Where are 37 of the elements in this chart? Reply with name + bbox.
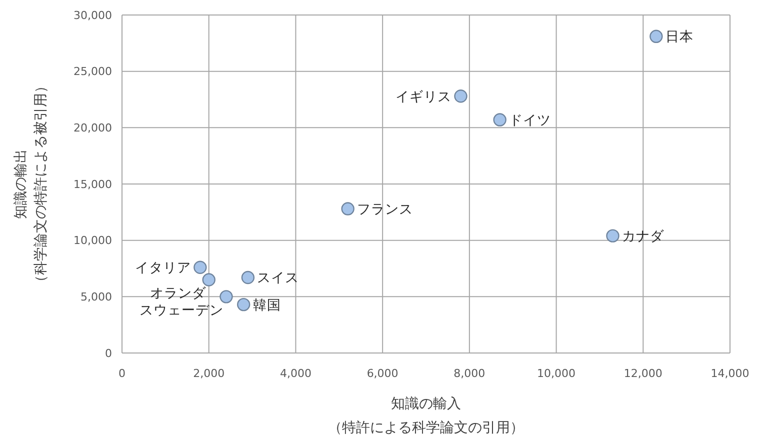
y-tick-label: 30,000 — [74, 8, 112, 22]
y-tick-label: 5,000 — [80, 290, 112, 304]
x-tick-label: 0 — [118, 367, 126, 380]
annotation: オランダ — [150, 286, 207, 302]
point — [606, 229, 620, 242]
x-tick-label: 8,000 — [454, 367, 486, 380]
point — [194, 260, 207, 274]
x-tick-label: 4,000 — [280, 367, 312, 380]
point — [493, 113, 506, 126]
x-tick-label: 14,000 — [710, 367, 750, 380]
x-tick-label: 6,000 — [366, 367, 398, 380]
annotation: イギリス — [396, 88, 452, 105]
annotation: カナダ — [622, 228, 665, 245]
annotation: ドイツ — [509, 112, 552, 129]
point — [220, 290, 233, 304]
y-tick-label: 25,000 — [74, 65, 112, 78]
annotation: スウェーデン — [140, 302, 224, 319]
y-tick-label: 10,000 — [74, 234, 112, 248]
y-axis-title: 知識の輸出（科学論文の特許による被引用） — [12, 79, 49, 289]
y-tick-label: 0 — [105, 346, 112, 360]
x-axis-title: 知識の輸入（特許による科学論文の引用） — [328, 396, 524, 436]
point — [237, 298, 250, 312]
x-tick-label: 2,000 — [193, 367, 225, 380]
x-tick-label: 12,000 — [624, 367, 662, 380]
point — [454, 90, 468, 103]
annotation: フランス — [356, 202, 413, 218]
annotation: 日本 — [666, 29, 694, 46]
y-tick-label: 20,000 — [74, 122, 112, 135]
point — [202, 273, 216, 286]
annotation: スイス — [257, 270, 300, 286]
annotation: イタリア — [135, 260, 192, 276]
point — [241, 270, 255, 284]
x-tick-label: 10,000 — [537, 367, 576, 380]
annotation: 韓国 — [253, 297, 282, 314]
point — [341, 202, 354, 216]
point — [650, 30, 663, 43]
y-tick-label: 15,000 — [74, 178, 112, 191]
